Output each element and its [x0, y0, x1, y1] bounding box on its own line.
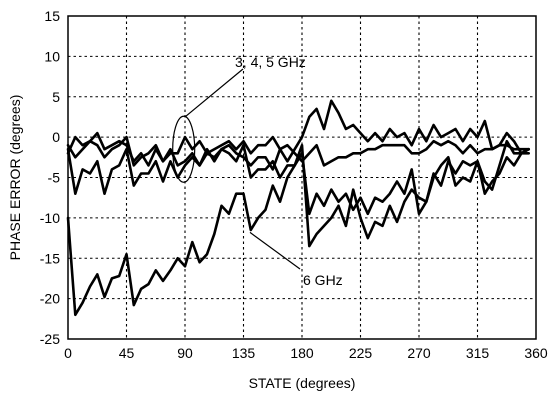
annotation-leader-6ghz [249, 231, 301, 270]
x-tick-label: 90 [177, 345, 193, 361]
x-tick-labels: 0 45 90 135 180 225 270 315 360 [64, 345, 548, 361]
y-tick-label: -5 [48, 170, 61, 186]
x-tick-label: 180 [290, 345, 314, 361]
annotation-3-4-5ghz: 3, 4, 5 GHz [235, 54, 306, 70]
grid-lines [68, 16, 536, 339]
annotation-6ghz: 6 GHz [303, 272, 343, 288]
x-tick-label: 270 [407, 345, 431, 361]
annotation-ellipse [172, 115, 196, 183]
y-tick-label: 10 [44, 48, 60, 64]
plot-frame [67, 15, 537, 340]
y-tick-label: -15 [40, 250, 60, 266]
series-line-1 [66, 139, 530, 317]
series-line-3 [66, 99, 530, 171]
x-tick-label: 45 [119, 345, 135, 361]
y-tick-label: -10 [40, 210, 60, 226]
x-tick-label: 315 [466, 345, 490, 361]
x-tick-label: 360 [524, 345, 548, 361]
x-tick-label: 135 [232, 345, 256, 361]
y-tick-label: -25 [40, 331, 60, 347]
y-tick-label: 5 [52, 89, 60, 105]
annotation-leader-3-4-5ghz [184, 68, 244, 118]
series-group [66, 99, 530, 317]
x-tick-label: 0 [64, 345, 72, 361]
y-tick-label: 0 [52, 129, 60, 145]
series-line-4 [66, 135, 530, 167]
y-axis-label: PHASE ERROR (degrees) [7, 95, 23, 261]
y-tick-label: -20 [40, 291, 60, 307]
series-line-2 [66, 143, 530, 216]
x-axis-label: STATE (degrees) [249, 375, 356, 391]
x-tick-label: 225 [349, 345, 373, 361]
y-tick-label: 15 [44, 8, 60, 24]
annotations: 3, 4, 5 GHz 6 GHz [172, 54, 343, 288]
y-tick-labels: -25 -20 -15 -10 -5 0 5 10 15 [40, 8, 60, 347]
